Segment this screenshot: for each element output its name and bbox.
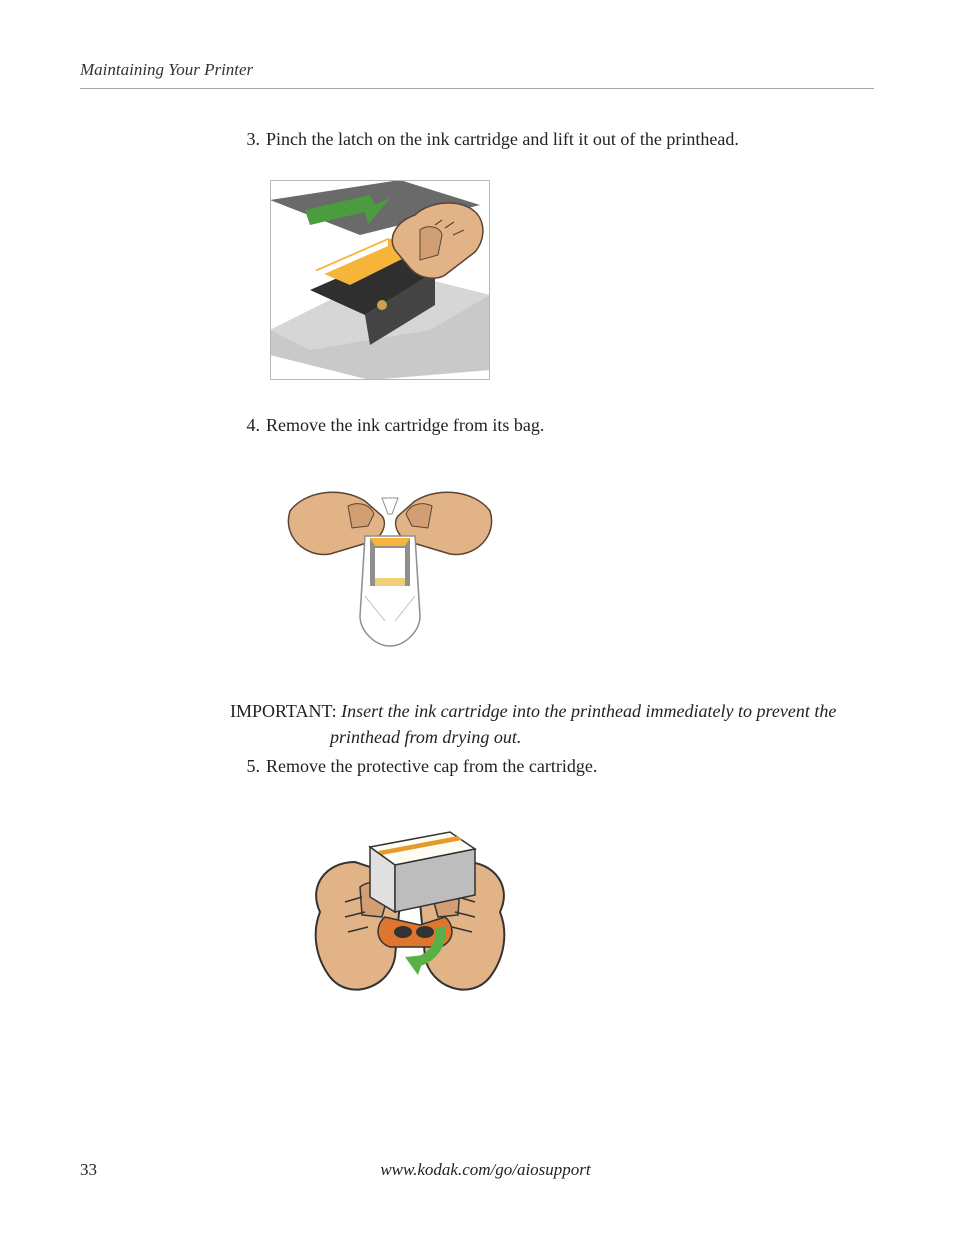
important-text-2: printhead from drying out. — [330, 725, 890, 750]
step-5-number: 5. — [230, 754, 260, 779]
important-text-1: Insert the ink cartridge into the printh… — [341, 701, 836, 721]
section-title-text: Maintaining Your Printer — [80, 60, 253, 79]
illustration-remove-bag — [270, 466, 510, 666]
page-footer: 33 www.kodak.com/go/aiosupport — [80, 1160, 874, 1180]
step-5: 5. Remove the protective cap from the ca… — [230, 754, 890, 779]
step-3: 3. Pinch the latch on the ink cartridge … — [230, 127, 890, 152]
step-5-text: Remove the protective cap from the cartr… — [266, 754, 890, 779]
figure-1-pinch-latch — [270, 180, 890, 385]
page-number: 33 — [80, 1160, 97, 1180]
step-3-number: 3. — [230, 127, 260, 152]
step-4-text: Remove the ink cartridge from its bag. — [266, 413, 890, 438]
content-area: 3. Pinch the latch on the ink cartridge … — [230, 127, 890, 1022]
step-4: 4. Remove the ink cartridge from its bag… — [230, 413, 890, 438]
step-3-text: Pinch the latch on the ink cartridge and… — [266, 127, 890, 152]
illustration-remove-cap — [290, 807, 530, 1017]
section-header: Maintaining Your Printer — [80, 60, 874, 89]
footer-url: www.kodak.com/go/aiosupport — [97, 1160, 874, 1180]
important-label: IMPORTANT: — [230, 701, 341, 721]
illustration-pinch-latch — [270, 180, 490, 380]
important-note: IMPORTANT: Insert the ink cartridge into… — [230, 699, 890, 749]
figure-2-remove-bag — [270, 466, 890, 671]
manual-page: Maintaining Your Printer 3. Pinch the la… — [0, 0, 954, 1235]
figure-3-remove-cap — [290, 807, 890, 1022]
step-4-number: 4. — [230, 413, 260, 438]
